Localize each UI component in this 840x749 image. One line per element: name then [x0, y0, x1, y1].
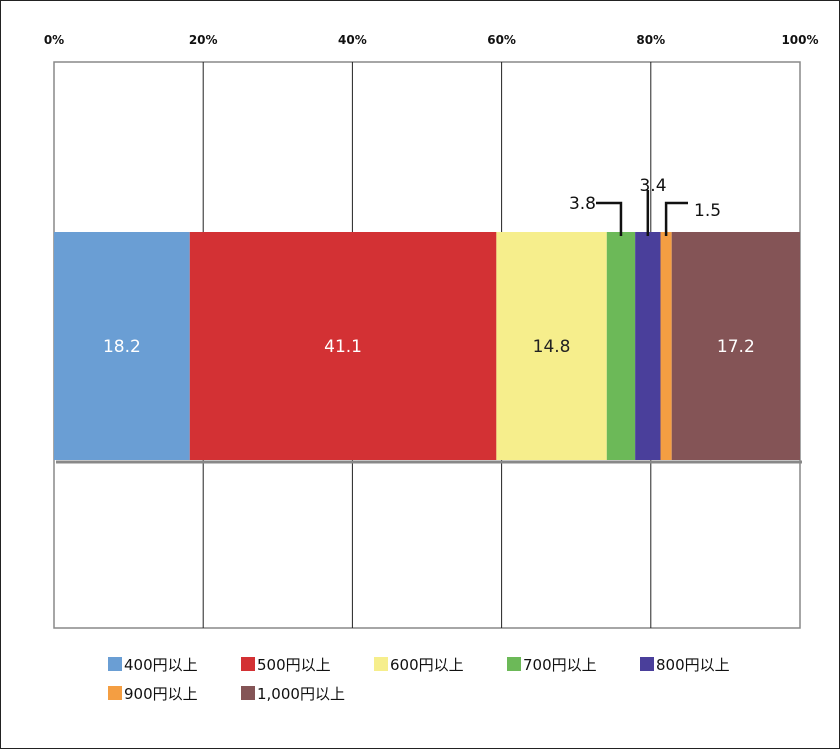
bar-layer: [54, 232, 802, 464]
data-label-layer: 18.2 41.1 14.8 3.8 3.4 1.5 17.2: [103, 176, 755, 357]
legend-item: 400円以上: [108, 656, 198, 674]
legend-swatch: [640, 657, 654, 671]
bar-segment: [660, 232, 672, 460]
legend-item: 900円以上: [108, 685, 198, 703]
bar-segment: [606, 232, 636, 460]
legend-swatch: [374, 657, 388, 671]
legend: 400円以上 500円以上 600円以上 700円以上 800円以上 900円以上 1,00…: [108, 656, 730, 703]
x-tick-label: 60%: [487, 33, 516, 47]
x-tick-labels: 0% 20% 40% 60% 80% 100%: [44, 33, 819, 47]
x-tick-label: 0%: [44, 33, 64, 47]
leader-line: [596, 201, 623, 236]
legend-label: 1,000円以上: [257, 685, 345, 703]
data-label: 41.1: [324, 337, 362, 357]
legend-label: 600円以上: [390, 656, 464, 674]
x-tick-label: 100%: [781, 33, 818, 47]
data-label: 18.2: [103, 337, 141, 357]
legend-label: 500円以上: [257, 656, 331, 674]
legend-label: 700円以上: [523, 656, 597, 674]
bar-segment: [189, 232, 497, 460]
legend-label: 900円以上: [124, 685, 198, 703]
bar-segment: [671, 232, 800, 460]
leader-line: [664, 201, 688, 236]
legend-swatch: [241, 657, 255, 671]
legend-item: 500円以上: [241, 656, 331, 674]
bar-segment: [635, 232, 661, 460]
data-label: 1.5: [694, 201, 721, 221]
legend-label: 400円以上: [124, 656, 198, 674]
bar-segment: [496, 232, 607, 460]
data-label: 17.2: [717, 337, 755, 357]
legend-item: 600円以上: [374, 656, 464, 674]
x-tick-label: 40%: [338, 33, 367, 47]
legend-swatch: [241, 686, 255, 700]
legend-item: 800円以上: [640, 656, 730, 674]
legend-swatch: [108, 686, 122, 700]
x-tick-label: 20%: [189, 33, 218, 47]
data-label: 14.8: [533, 337, 571, 357]
data-label: 3.4: [639, 176, 666, 196]
legend-swatch: [507, 657, 521, 671]
legend-item: 700円以上: [507, 656, 597, 674]
legend-item: 1,000円以上: [241, 685, 345, 703]
x-tick-label: 80%: [636, 33, 665, 47]
data-label: 3.8: [569, 194, 596, 214]
legend-swatch: [108, 657, 122, 671]
bar-segment: [54, 232, 190, 460]
legend-label: 800円以上: [656, 656, 730, 674]
